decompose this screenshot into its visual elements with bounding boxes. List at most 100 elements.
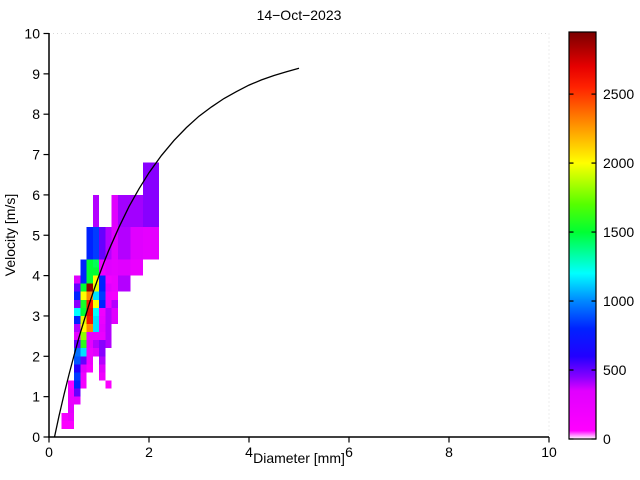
terminal-velocity-curve (53, 67, 300, 438)
y-tick-label: 3 (32, 308, 40, 324)
y-tick-label: 4 (32, 268, 40, 284)
heatmap-cell (117, 259, 131, 276)
heatmap-cell (80, 324, 87, 333)
heatmap-cell (92, 275, 99, 284)
heatmap-cell (86, 324, 93, 333)
heatmap-cell (142, 162, 159, 195)
heatmap-cell (74, 388, 81, 397)
heatmap-cell (111, 315, 118, 325)
heatmap-cell (111, 299, 118, 308)
heatmap-cell (61, 420, 68, 429)
heatmap-cell (80, 332, 87, 341)
heatmap-cell (67, 396, 74, 405)
heatmap-cell (99, 356, 106, 365)
heatmap-cell (86, 348, 93, 357)
heatmap-cell (105, 291, 112, 300)
y-tick-label: 7 (32, 147, 40, 163)
heatmap-cell (105, 324, 112, 333)
heatmap-cell (105, 340, 112, 349)
heatmap-cell (105, 332, 112, 341)
heatmap-cell (117, 275, 131, 284)
heatmap-cell (92, 324, 99, 333)
heatmap-cell (67, 404, 74, 413)
heatmap-cell (130, 227, 143, 260)
heatmap-cell (80, 364, 87, 373)
heatmap-cell (80, 372, 87, 381)
heatmap-cell (111, 227, 118, 260)
y-tick-label: 9 (32, 66, 40, 82)
heatmap-cell (105, 227, 112, 260)
heatmap-cell (142, 194, 159, 228)
heatmap-cell (99, 227, 106, 260)
heatmap-cell (67, 388, 74, 397)
y-axis-ticks: 0 1 2 3 4 5 6 7 8 9 10 (24, 26, 49, 445)
heatmap-cell (67, 380, 74, 389)
colorbar-tick-label: 500 (603, 362, 627, 378)
x-tick-label: 0 (45, 444, 53, 460)
heatmap-cell (92, 315, 99, 325)
heatmap-cell (86, 315, 93, 325)
heatmap-cell (99, 348, 106, 357)
heatmap-cell (74, 396, 81, 405)
colorbar-tick-label: 2000 (603, 155, 634, 171)
heatmap-cell (92, 332, 99, 341)
colorbar-tick-label: 1000 (603, 293, 634, 309)
heatmap-cell (105, 380, 112, 389)
y-axis-label: Velocity [m/s] (2, 194, 18, 276)
heatmap-cell (92, 227, 99, 260)
heatmap-cell (80, 356, 87, 365)
heatmap-cell (111, 307, 118, 316)
heatmap-cell (99, 275, 106, 284)
heatmap-cell (74, 315, 81, 325)
heatmap-cell (80, 283, 87, 292)
heatmap-cell (86, 356, 93, 365)
heatmap-cell (99, 372, 106, 381)
heatmap-cell (74, 291, 81, 300)
heatmap-cell (99, 267, 106, 276)
heatmap-cell (117, 194, 131, 228)
colorbar: 0 500 1000 1500 2000 2500 (568, 31, 634, 447)
x-tick-label: 2 (145, 444, 153, 460)
heatmap-cell (86, 275, 93, 284)
heatmap-cell (142, 227, 159, 260)
colorbar-tick-label: 2500 (603, 86, 634, 102)
heatmap-cell (80, 275, 87, 284)
colorbar-ticks: 0 500 1000 1500 2000 2500 (569, 86, 634, 447)
heatmap-cell (111, 283, 118, 292)
heatmap-cell (92, 267, 99, 276)
heatmap-cell (86, 291, 93, 300)
heatmap-cell (92, 340, 99, 349)
heatmap-cell (99, 307, 106, 316)
heatmap-cell (99, 283, 106, 292)
heatmap-cell (117, 227, 131, 260)
chart-title: 14−Oct−2023 (257, 7, 342, 23)
heatmap-cell (74, 348, 81, 357)
heatmap-cell (111, 259, 118, 276)
colorbar-gradient (568, 31, 597, 440)
y-tick-label: 10 (24, 26, 40, 42)
heatmap-cell (105, 283, 112, 292)
heatmap-cell (99, 299, 106, 308)
heatmap-cell (74, 332, 81, 341)
x-axis-ticks: 0 2 4 6 8 10 (45, 437, 557, 460)
heatmap-cell (99, 324, 106, 333)
heatmap-cell (80, 380, 87, 389)
heatmap-cell (67, 420, 74, 429)
heatmap-cell (67, 412, 74, 421)
colorbar-tick-label: 1500 (603, 224, 634, 240)
heatmap-cell (86, 259, 93, 276)
x-tick-label: 4 (245, 444, 253, 460)
heatmap-cell (61, 412, 68, 421)
x-tick-label: 10 (541, 444, 557, 460)
heatmap-cell (74, 324, 81, 333)
heatmap-cell (92, 348, 99, 357)
heatmap-cell (99, 315, 106, 325)
heatmap-cell (117, 283, 131, 292)
heatmap-cell (74, 356, 81, 365)
heatmap-cell (99, 340, 106, 349)
heatmap-cell (80, 307, 87, 316)
y-tick-label: 6 (32, 187, 40, 203)
heatmap-cell (74, 283, 81, 292)
